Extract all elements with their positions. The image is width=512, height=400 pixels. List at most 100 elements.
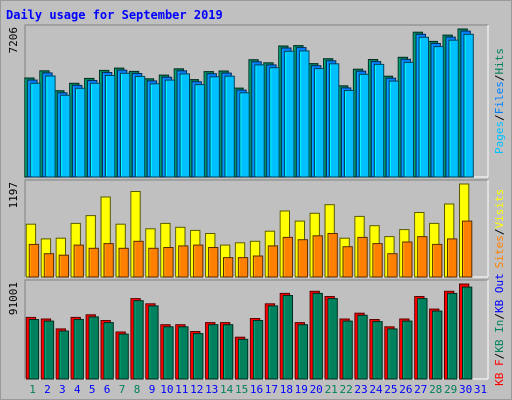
bar-pages [149, 83, 161, 178]
legend-entry: / [493, 229, 506, 236]
bar-kb-in [357, 314, 368, 380]
bar-pages [120, 72, 131, 178]
day-labels: 1 2 3 4 5 6 7 8 9 10 11 12 13 14 15 16 17 18 19 20 21 22 23 24 2… [29, 383, 487, 396]
day-label: 2 [44, 383, 51, 396]
legend-entry: / [493, 313, 506, 320]
legend-entry: KB Out [493, 273, 506, 313]
bar-pages [284, 50, 295, 178]
day-label: 15 [235, 383, 248, 396]
bar-sites [28, 243, 40, 278]
day-label: 10 [160, 383, 173, 396]
bar-sites [312, 235, 323, 278]
day-label: 25 [384, 383, 397, 396]
bar-sites [43, 253, 55, 278]
bar-sites [58, 254, 70, 278]
day-label: 30 [459, 383, 472, 396]
bar-kb-in [342, 320, 353, 380]
panel-axis-legend: Pages/Files/Hits [493, 48, 506, 154]
bar-pages [30, 82, 41, 178]
bar-kb-in [118, 333, 129, 380]
bar-sites [372, 243, 383, 278]
bar-pages [45, 75, 56, 178]
legend-entry: KB In [493, 320, 506, 353]
bar-pages [388, 80, 400, 178]
legend-entry: Sites [493, 235, 506, 268]
bar-kb-in [88, 316, 99, 380]
panel-axis-legend: KB F/KB In/KB Out [493, 273, 506, 386]
bar-kb-in [58, 330, 70, 380]
bar-sites [148, 247, 159, 278]
bar-kb-in [417, 298, 428, 380]
day-label: 26 [399, 383, 412, 396]
legend-entry: Pages [493, 121, 506, 154]
bar-sites [163, 247, 174, 278]
legend-entry: KB F [493, 359, 506, 386]
bar-sites [178, 245, 189, 278]
bar-kb-in [282, 295, 294, 380]
day-label: 1 [29, 383, 36, 396]
bar-pages [433, 46, 444, 178]
bar-kb-in [447, 292, 458, 380]
bar-kb-in [133, 300, 144, 380]
day-label: 23 [354, 383, 367, 396]
bar-pages [134, 75, 146, 178]
bar-kb-in [43, 320, 55, 380]
day-label: 28 [429, 383, 442, 396]
bar-kb-in [193, 333, 204, 380]
bar-pages [358, 73, 370, 178]
bar-pages [179, 73, 190, 178]
bar-sites [252, 255, 264, 278]
bar-sites [432, 243, 443, 278]
bar-sites [462, 220, 473, 278]
bar-pages [463, 33, 474, 178]
panel-axis-legend: Sites/Visits [493, 189, 506, 269]
bar-kb-in [372, 321, 383, 380]
bar-pages [448, 39, 459, 178]
bar-pages [269, 67, 280, 178]
bar-sites [387, 253, 398, 278]
legend-entry: / [493, 114, 506, 121]
day-label: 27 [414, 383, 427, 396]
day-label: 31 [474, 383, 487, 396]
bar-kb-in [148, 305, 159, 380]
bar-kb-in [462, 286, 473, 380]
bar-sites [282, 236, 294, 278]
legend-entry: Visits [493, 189, 506, 229]
panel-max-label: 91001 [7, 282, 20, 315]
bar-kb-in [252, 320, 264, 380]
bar-kb-in [267, 305, 279, 380]
day-label: 5 [89, 383, 96, 396]
bar-kb-in [73, 319, 84, 380]
day-label: 18 [280, 383, 293, 396]
day-label: 13 [205, 383, 218, 396]
day-label: 8 [134, 383, 141, 396]
bar-kb-in [28, 319, 40, 380]
bar-kb-in [178, 326, 189, 380]
chart-panels: 7206Pages/Files/Hits1197Sites/Visits9100… [7, 24, 506, 386]
bar-sites [447, 238, 458, 278]
day-label: 24 [369, 383, 383, 396]
chart-title: Daily usage for September 2019 [6, 8, 223, 22]
bar-pages [209, 76, 220, 178]
bar-sites [73, 244, 84, 278]
bar-sites [223, 257, 234, 278]
bar-kb-in [237, 338, 249, 380]
bar-pages [299, 50, 310, 178]
bar-kb-in [297, 324, 309, 380]
day-label: 9 [149, 383, 156, 396]
bar-pages [239, 92, 250, 178]
bar-kb-in [432, 310, 443, 380]
legend-entry: Hits [493, 48, 506, 75]
bar-pages [403, 61, 415, 178]
bar-kb-in [402, 320, 413, 380]
bar-pages [373, 63, 385, 178]
bar-pages [344, 90, 355, 178]
bar-kb-in [387, 328, 398, 380]
bar-sites [357, 236, 368, 278]
day-label: 21 [325, 383, 338, 396]
day-label: 14 [220, 383, 234, 396]
bar-kb-in [103, 322, 114, 380]
day-label: 12 [190, 383, 203, 396]
day-label: 6 [104, 383, 111, 396]
